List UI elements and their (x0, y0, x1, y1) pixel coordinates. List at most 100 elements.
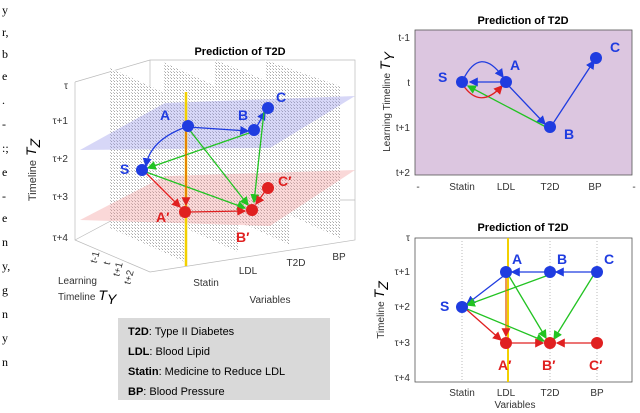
node (544, 266, 556, 278)
y-tick-label: t-1 (89, 250, 103, 265)
x-tick-label: Statin (193, 278, 219, 289)
node (262, 182, 274, 194)
edge (145, 171, 247, 210)
term: T2D (128, 326, 149, 338)
node-label: B (238, 107, 248, 123)
term: Statin (128, 366, 159, 378)
edge (187, 206, 247, 216)
y-tick-label: t+2 (122, 269, 136, 286)
fragment: b (2, 47, 8, 61)
edge (462, 84, 503, 99)
title: Prediction of T2D (477, 222, 568, 234)
edge (551, 59, 595, 126)
legend: T2D: Type II Diabetes LDL: Blood Lipid S… (118, 318, 330, 400)
fragment: r, (2, 25, 9, 39)
symbol: T (23, 146, 39, 156)
node-label: S (120, 161, 129, 177)
z-tick-label: τ+4 (53, 233, 69, 244)
node (456, 76, 468, 88)
node-label: A′ (156, 209, 170, 225)
y-axis-label: Learning (58, 276, 97, 287)
y-tick-label: τ+1 (395, 267, 411, 278)
x-tick-label: T2D (287, 258, 306, 269)
y-tick-label: τ+3 (395, 338, 411, 349)
node (136, 164, 148, 176)
term: LDL (128, 346, 150, 358)
node-label: A (510, 57, 520, 73)
edges (462, 59, 595, 128)
x-tick-label: BP (590, 388, 604, 399)
node-label: A (512, 251, 522, 267)
subscript: Z (27, 138, 43, 148)
plot-area (414, 29, 633, 176)
x-tick-label: - (416, 182, 419, 193)
plot-3d: Prediction of T2D A B C S A′ B′ C′ τ (23, 46, 356, 307)
node (262, 102, 274, 114)
node-label: B′ (236, 229, 250, 245)
x-tick-label: LDL (497, 182, 516, 193)
plot-area (414, 237, 633, 383)
margin-text: y r, b e . - :; e - e n y, g n y n (2, 3, 10, 369)
edge (187, 127, 249, 207)
node (500, 76, 512, 88)
y-tick-label: t (102, 260, 113, 266)
node-label: B′ (542, 357, 556, 373)
legend-item: Statin: Medicine to Reduce LDL (128, 366, 285, 378)
node-label: C (604, 251, 614, 267)
node-label: B (557, 251, 567, 267)
subscript: Y (381, 50, 397, 61)
x-tick-label: T2D (541, 388, 560, 399)
fragment: y (2, 331, 8, 345)
edge (466, 85, 547, 128)
legend-item: BP: Blood Pressure (128, 386, 225, 398)
fragment: y (2, 3, 8, 17)
edge (146, 131, 253, 170)
edge (508, 275, 547, 340)
y-tick-label: τ+2 (395, 302, 411, 313)
node-label: S (438, 69, 447, 85)
node (544, 121, 556, 133)
term: BP (128, 386, 143, 398)
box-edges (74, 59, 356, 273)
subscript: Z (375, 281, 391, 291)
x-tick-label: Statin (449, 388, 475, 399)
x-tick-label: LDL (497, 388, 516, 399)
plane (265, 60, 340, 238)
z-axis-label: Timeline TZ (23, 138, 43, 201)
x-tick-label: BP (588, 182, 602, 193)
y-axis-label: Timeline TY (58, 287, 118, 307)
node (591, 337, 603, 349)
plot-bottom: Prediction of T2D A B C S A′ B′ C′ τ τ+1… (371, 222, 633, 411)
label: Timeline (58, 292, 96, 303)
box (74, 59, 356, 273)
z-tick-label: τ (64, 81, 68, 92)
y-axis-label: Learning Timeline TY (377, 50, 397, 152)
edges (465, 267, 594, 348)
node-label: A′ (498, 357, 512, 373)
symbol: T (98, 287, 108, 303)
node-label: C (276, 89, 286, 105)
fragment: . (2, 93, 5, 107)
node (500, 337, 512, 349)
node (182, 120, 194, 132)
node-label: B (564, 126, 574, 142)
plot-top: Prediction of T2D S A B C t-1 t t+1 t+2 … (377, 15, 636, 193)
node-label: S (440, 298, 449, 314)
y-axis-label: Timeline TZ (371, 281, 391, 339)
edge (466, 309, 502, 341)
desc: : Blood Pressure (143, 386, 224, 398)
fragment: - (2, 189, 6, 203)
edge (187, 125, 250, 136)
edge (250, 111, 265, 204)
node-label: C (610, 39, 620, 55)
fragment: e (2, 211, 7, 225)
desc: : Type II Diabetes (149, 326, 235, 338)
legend-item: LDL: Blood Lipid (128, 346, 210, 358)
legend-box (118, 318, 330, 400)
x-tick-label: BP (332, 252, 346, 263)
y-tick-label: t (407, 78, 410, 89)
x-axis-label: Variables (495, 400, 536, 411)
fragment: e (2, 69, 7, 83)
